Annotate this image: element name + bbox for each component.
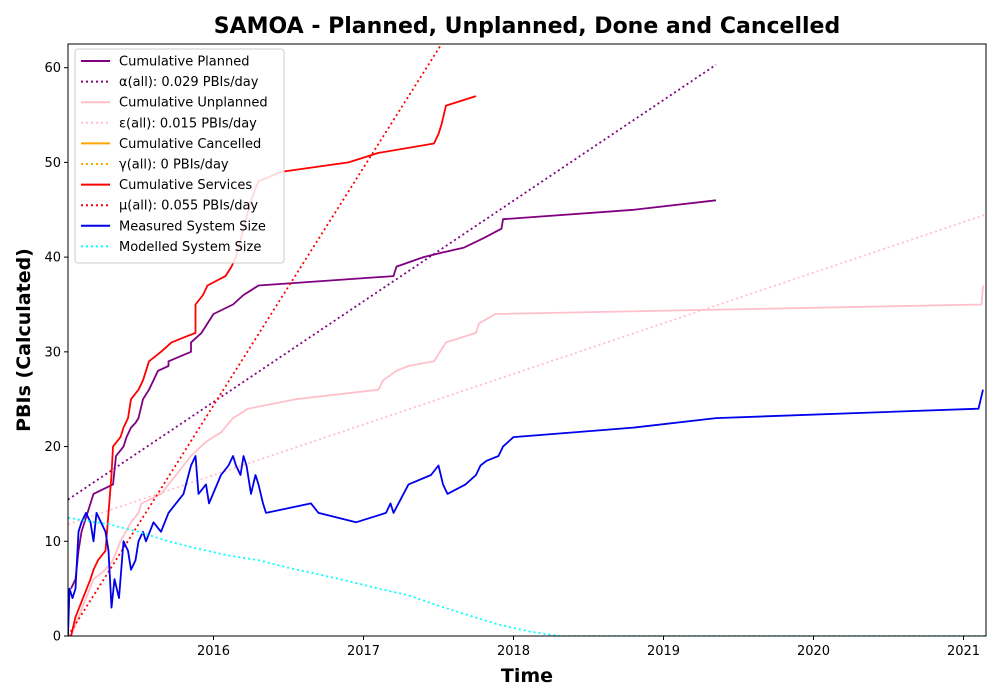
x-tick-label: 2017 [347, 644, 380, 659]
y-axis: 0 10 20 30 40 50 60 [44, 61, 68, 645]
chart-title: SAMOA - Planned, Unplanned, Done and Can… [214, 14, 840, 39]
y-tick-label: 0 [53, 630, 61, 645]
x-tick-label: 2019 [647, 644, 680, 659]
legend: Cumulative Planned α(all): 0.029 PBIs/day… [74, 48, 285, 264]
legend-label: μ(all): 0.055 PBIs/day [119, 199, 258, 214]
y-tick-label: 40 [44, 251, 61, 266]
legend-label: ε(all): 0.015 PBIs/day [119, 116, 257, 131]
x-tick-label: 2021 [947, 644, 980, 659]
y-tick-label: 60 [44, 61, 61, 76]
y-tick-label: 30 [44, 345, 61, 360]
legend-label: Modelled System Size [119, 240, 261, 255]
legend-label: Cumulative Cancelled [119, 137, 261, 152]
series-line-8 [68, 389, 984, 636]
y-tick-label: 50 [44, 156, 61, 171]
series-line-0 [70, 199, 717, 589]
plot-area [68, 44, 986, 636]
legend-label: Cumulative Unplanned [119, 96, 268, 111]
x-tick-label: 2018 [497, 644, 530, 659]
series-line-1 [68, 64, 717, 501]
series-line-7 [68, 44, 443, 636]
x-axis-label: Time [501, 665, 553, 687]
legend-box [74, 48, 285, 264]
y-tick-label: 10 [44, 535, 61, 550]
legend-label: Cumulative Services [119, 178, 252, 193]
legend-label: Measured System Size [119, 219, 266, 234]
x-tick-label: 2020 [797, 644, 830, 659]
plot-frame [67, 43, 987, 637]
legend-label: γ(all): 0 PBIs/day [119, 158, 229, 173]
series-line-9 [68, 516, 986, 636]
x-axis: 2016 2017 2018 2019 2020 2021 [197, 636, 980, 659]
legend-label: α(all): 0.029 PBIs/day [119, 75, 259, 90]
legend-label: Cumulative Planned [119, 55, 249, 70]
y-axis-label: PBIs (Calculated) [13, 248, 35, 432]
series-line-2 [70, 285, 984, 636]
series-line-3 [68, 213, 986, 526]
y-tick-label: 20 [44, 440, 61, 455]
x-tick-label: 2016 [197, 644, 230, 659]
